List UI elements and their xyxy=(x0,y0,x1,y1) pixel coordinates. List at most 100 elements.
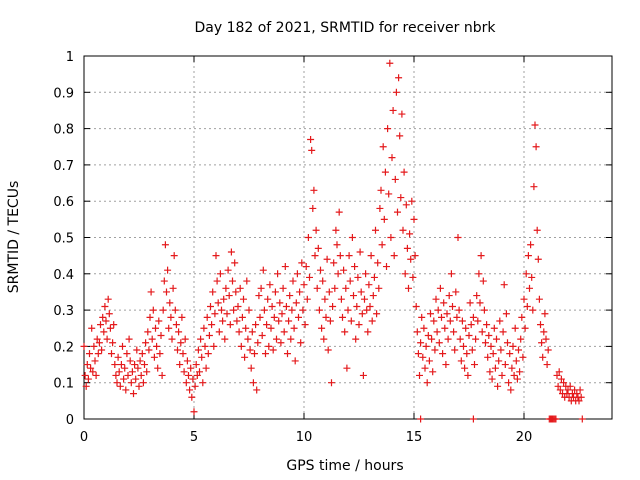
data-point-marker xyxy=(263,321,271,329)
data-point-marker xyxy=(494,382,502,390)
data-point-marker xyxy=(396,132,404,140)
data-point-marker xyxy=(513,375,521,383)
data-point-marker xyxy=(384,125,392,133)
plot-frame xyxy=(83,55,613,420)
data-point-marker xyxy=(91,357,99,365)
data-point-marker xyxy=(137,371,145,379)
data-point-marker xyxy=(95,339,103,347)
data-point-marker xyxy=(445,292,453,300)
data-point-marker xyxy=(202,364,210,372)
data-point-marker xyxy=(405,284,412,292)
data-point-marker xyxy=(247,364,255,372)
data-point-marker xyxy=(407,255,415,263)
data-point-marker xyxy=(484,353,492,361)
data-point-marker xyxy=(409,273,417,281)
y-axis-label: SRMTID / TECUs xyxy=(6,181,22,294)
data-point-marker xyxy=(517,335,525,343)
data-point-marker xyxy=(402,201,410,209)
data-point-marker xyxy=(406,230,414,238)
data-point-marker xyxy=(361,295,368,303)
data-point-marker xyxy=(190,408,198,416)
data-point-marker xyxy=(460,342,467,350)
data-point-marker xyxy=(84,375,92,383)
data-point-marker xyxy=(193,371,201,379)
data-point-marker xyxy=(270,313,278,321)
data-point-marker xyxy=(169,284,177,292)
data-point-marker xyxy=(315,306,323,314)
data-point-marker xyxy=(429,368,437,376)
data-point-marker xyxy=(472,335,480,343)
data-point-marker xyxy=(211,310,219,318)
data-point-marker xyxy=(116,382,124,390)
data-point-marker xyxy=(277,339,285,347)
data-point-marker xyxy=(344,306,352,314)
data-point-marker xyxy=(394,208,401,216)
data-point-marker xyxy=(145,346,153,354)
data-point-marker xyxy=(113,379,121,387)
data-point-marker xyxy=(510,371,518,379)
data-point-marker xyxy=(370,273,378,281)
data-point-marker xyxy=(114,353,122,361)
data-point-marker xyxy=(314,244,322,252)
data-point-marker xyxy=(532,143,540,151)
data-point-marker xyxy=(156,350,164,358)
data-point-marker xyxy=(170,252,178,260)
data-point-marker xyxy=(439,350,447,358)
data-point-marker xyxy=(489,350,497,358)
data-point-marker xyxy=(191,382,199,390)
data-point-marker xyxy=(80,342,88,350)
data-point-marker xyxy=(319,277,327,285)
data-point-marker xyxy=(159,306,167,314)
data-point-marker xyxy=(427,310,434,318)
data-point-marker xyxy=(478,328,486,336)
data-point-marker xyxy=(274,270,282,278)
data-point-marker xyxy=(321,295,329,303)
data-point-marker xyxy=(203,313,211,321)
data-point-marker xyxy=(310,186,318,194)
data-point-marker xyxy=(226,321,234,329)
data-point-marker xyxy=(395,74,403,82)
data-point-marker xyxy=(88,324,96,332)
data-point-marker xyxy=(389,106,397,114)
data-point-marker xyxy=(311,252,319,260)
data-point-marker xyxy=(504,339,511,347)
data-point-marker xyxy=(368,317,376,325)
data-point-marker xyxy=(576,386,584,394)
data-point-marker xyxy=(323,255,331,263)
data-point-marker xyxy=(150,353,158,361)
data-point-marker xyxy=(232,288,240,296)
data-point-marker xyxy=(216,270,224,278)
data-point-marker xyxy=(147,288,155,296)
data-point-marker xyxy=(417,339,425,347)
data-point-marker xyxy=(538,339,546,347)
x-tick-label: 10 xyxy=(296,430,313,445)
data-point-marker xyxy=(520,295,528,303)
data-point-marker xyxy=(347,317,355,325)
data-point-marker xyxy=(440,299,448,307)
y-tick-label: 1 xyxy=(66,50,74,65)
data-point-marker xyxy=(335,208,343,216)
data-point-marker xyxy=(291,357,299,365)
data-point-marker xyxy=(301,321,309,329)
data-point-marker xyxy=(379,143,387,151)
data-point-marker xyxy=(148,335,156,343)
data-point-marker xyxy=(210,342,218,350)
data-point-marker xyxy=(231,259,239,267)
data-point-marker xyxy=(224,266,232,274)
data-point-marker xyxy=(408,197,416,205)
data-point-marker xyxy=(219,317,227,325)
data-point-marker xyxy=(468,346,476,354)
data-point-marker xyxy=(413,328,421,336)
data-point-marker xyxy=(557,375,565,383)
data-point-marker xyxy=(158,371,166,379)
y-tick-label: 0.3 xyxy=(53,304,74,319)
data-point-marker xyxy=(229,277,236,285)
data-point-marker xyxy=(234,302,242,310)
data-point-marker xyxy=(578,415,586,423)
data-point-marker xyxy=(328,379,335,387)
data-point-marker xyxy=(141,361,148,369)
data-point-marker xyxy=(282,302,290,310)
data-point-marker xyxy=(490,324,498,332)
data-point-marker xyxy=(495,357,503,365)
